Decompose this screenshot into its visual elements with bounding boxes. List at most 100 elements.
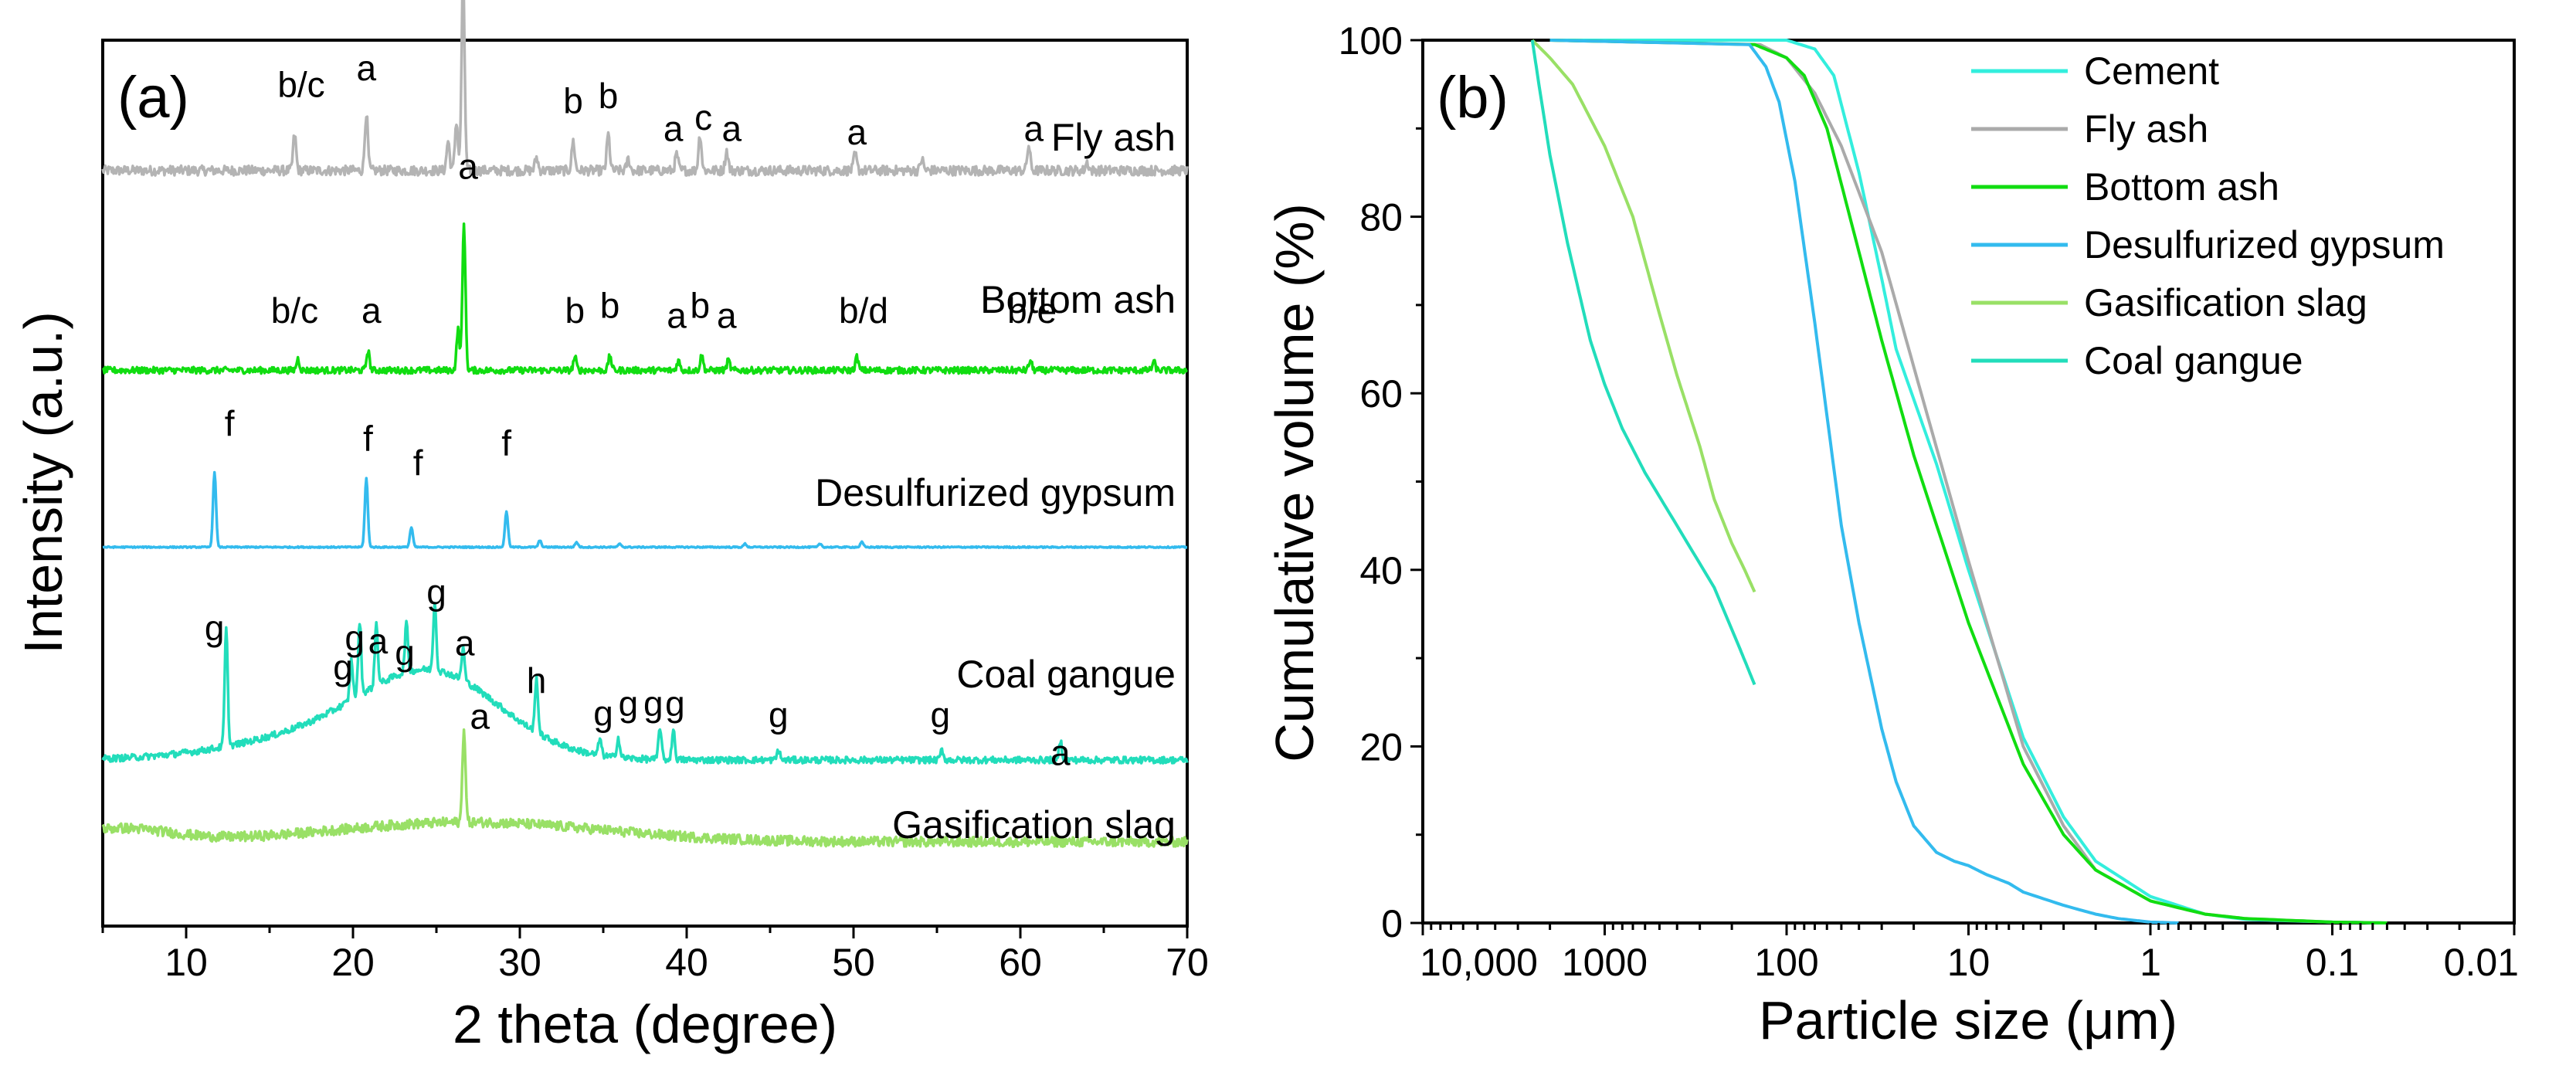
psd-x-axis-label: Particle size (μm) — [1759, 990, 2177, 1050]
xrd-x-axis-ticks: 10 20 30 40 50 60 70 — [101, 926, 1209, 984]
legend-item-bottom-ash: Bottom ash — [1971, 165, 2279, 209]
xrd-peak-label: a — [458, 146, 478, 186]
xrd-peak-label: a — [717, 295, 737, 335]
xrd-peak-label: f — [225, 403, 235, 443]
xrd-peak-label: g — [395, 633, 415, 673]
psd-y-tick-label: 100 — [1339, 19, 1403, 63]
legend-label: Gasification slag — [2084, 281, 2367, 324]
psd-panel: 10,000 1000 100 10 1 0.1 0.01 0 20 40 60 80 100 Cem… — [1264, 19, 2519, 1050]
xrd-peak-label: g — [665, 684, 685, 724]
xrd-panel-label: (a) — [117, 65, 189, 131]
legend-label: Desulfurized gypsum — [2084, 223, 2445, 266]
psd-x-tick-label: 10 — [1947, 941, 1991, 984]
xrd-series-gasification-slag — [101, 728, 1189, 849]
xrd-peak-label: a — [368, 621, 389, 661]
xrd-series-group — [101, 0, 1189, 849]
xrd-peak-label: b — [563, 81, 583, 121]
psd-x-axis-ticks: 10,000 1000 100 10 1 0.1 0.01 — [1420, 923, 2519, 984]
psd-y-tick-label: 60 — [1359, 372, 1403, 416]
xrd-peak-label: a — [847, 112, 867, 152]
psd-x-tick-label: 10,000 — [1420, 941, 1538, 984]
xrd-series-name-gasification-slag: Gasification slag — [892, 803, 1176, 847]
xrd-peak-label: g — [643, 684, 664, 724]
xrd-peak-label: g — [333, 647, 353, 687]
xrd-series-name-coal-gangue: Coal gangue — [956, 653, 1176, 696]
xrd-x-tick-label: 40 — [665, 941, 708, 984]
xrd-series-name-bottom-ash: Bottom ash — [980, 278, 1176, 321]
xrd-peak-label: g — [426, 572, 446, 612]
xrd-peak-label: b — [599, 76, 619, 116]
xrd-peak-label: g — [619, 684, 639, 724]
xrd-peak-label: a — [1024, 109, 1044, 149]
xrd-series-bottom-ash — [101, 222, 1189, 375]
xrd-x-tick-label: 10 — [165, 941, 208, 984]
xrd-series-desulfurized-gypsum — [102, 470, 1188, 549]
xrd-series-fly-ash — [101, 0, 1189, 177]
xrd-peak-label: b — [691, 286, 711, 326]
xrd-panel: b/caabbacaaab/caabbabab/db/effffgggaggah… — [13, 0, 1209, 1054]
psd-legend: Cement Fly ash Bottom ash Desulfurized gyps… — [1971, 49, 2445, 382]
xrd-peak-label: f — [363, 418, 373, 458]
xrd-plot-frame — [101, 39, 1189, 928]
xrd-peak-label: b/c — [271, 290, 318, 331]
psd-y-axis-ticks: 0 20 40 60 80 100 — [1339, 19, 1423, 945]
xrd-x-tick-label: 20 — [331, 941, 375, 984]
psd-x-tick-label: 100 — [1754, 941, 1818, 984]
xrd-peak-label: b — [600, 286, 620, 326]
xrd-peak-label: h — [527, 660, 547, 701]
legend-label: Bottom ash — [2084, 165, 2279, 209]
xrd-series-name-fly-ash: Fly ash — [1051, 116, 1176, 159]
psd-series-coal-gangue — [1530, 39, 1756, 686]
psd-y-tick-label: 0 — [1381, 902, 1403, 945]
xrd-peak-label: g — [205, 608, 225, 648]
psd-x-tick-label: 1000 — [1562, 941, 1648, 984]
psd-y-tick-label: 80 — [1359, 196, 1403, 239]
psd-x-tick-label: 0.01 — [2444, 941, 2519, 984]
xrd-x-tick-label: 30 — [498, 941, 541, 984]
psd-series-bottom-ash — [1549, 39, 2388, 925]
psd-x-tick-label: 0.1 — [2306, 941, 2360, 984]
xrd-peak-label: g — [769, 695, 789, 735]
xrd-peak-label: g — [931, 695, 951, 735]
legend-item-fly-ash: Fly ash — [1971, 107, 2208, 151]
xrd-x-tick-label: 50 — [832, 941, 875, 984]
xrd-series-name-group: Fly ash Bottom ash Desulfurized gypsum Coal… — [815, 116, 1176, 847]
xrd-peak-label: a — [1050, 732, 1071, 772]
xrd-y-axis-label: Intensity (a.u.) — [13, 311, 73, 654]
xrd-series-coal-gangue — [101, 602, 1189, 765]
xrd-peak-label: c — [694, 97, 712, 137]
xrd-peak-label: a — [361, 290, 382, 331]
psd-series-group — [1530, 39, 2388, 925]
xrd-peak-label: g — [593, 694, 613, 734]
xrd-peak-label: a — [722, 109, 742, 149]
xrd-peak-label: a — [667, 295, 687, 335]
legend-label: Fly ash — [2084, 107, 2208, 151]
xrd-peak-label: g — [344, 618, 365, 658]
xrd-series-name-desulfurized-gypsum: Desulfurized gypsum — [815, 471, 1176, 514]
xrd-peak-label: b/d — [839, 290, 888, 331]
xrd-peak-label: a — [455, 623, 475, 663]
xrd-x-tick-label: 70 — [1166, 941, 1209, 984]
xrd-peak-label: f — [501, 423, 511, 463]
xrd-peak-label: a — [470, 697, 490, 737]
psd-panel-label: (b) — [1437, 65, 1509, 131]
legend-item-coal-gangue: Coal gangue — [1971, 339, 2303, 382]
xrd-peak-label: f — [413, 443, 423, 483]
legend-item-gasification-slag: Gasification slag — [1971, 281, 2367, 324]
legend-label: Cement — [2084, 49, 2219, 93]
psd-y-axis-label: Cumulative volume (%) — [1264, 203, 1325, 762]
legend-item-cement: Cement — [1971, 49, 2219, 93]
psd-y-tick-label: 40 — [1359, 549, 1403, 592]
legend-item-desulfurized-gypsum: Desulfurized gypsum — [1971, 223, 2445, 266]
xrd-peak-label: b — [565, 290, 585, 331]
psd-series-desulfurized-gypsum — [1549, 39, 2179, 925]
psd-x-tick-label: 1 — [2140, 941, 2161, 984]
xrd-x-tick-label: 60 — [999, 941, 1042, 984]
xrd-annotation-group: b/caabbacaaab/caabbabab/db/effffgggaggah… — [205, 48, 1071, 772]
xrd-peak-label: a — [357, 48, 377, 88]
xrd-peak-label: b/c — [277, 64, 324, 104]
psd-series-gasification-slag — [1531, 39, 1756, 593]
xrd-peak-label: a — [664, 109, 684, 149]
xrd-x-axis-label: 2 theta (degree) — [453, 994, 837, 1054]
